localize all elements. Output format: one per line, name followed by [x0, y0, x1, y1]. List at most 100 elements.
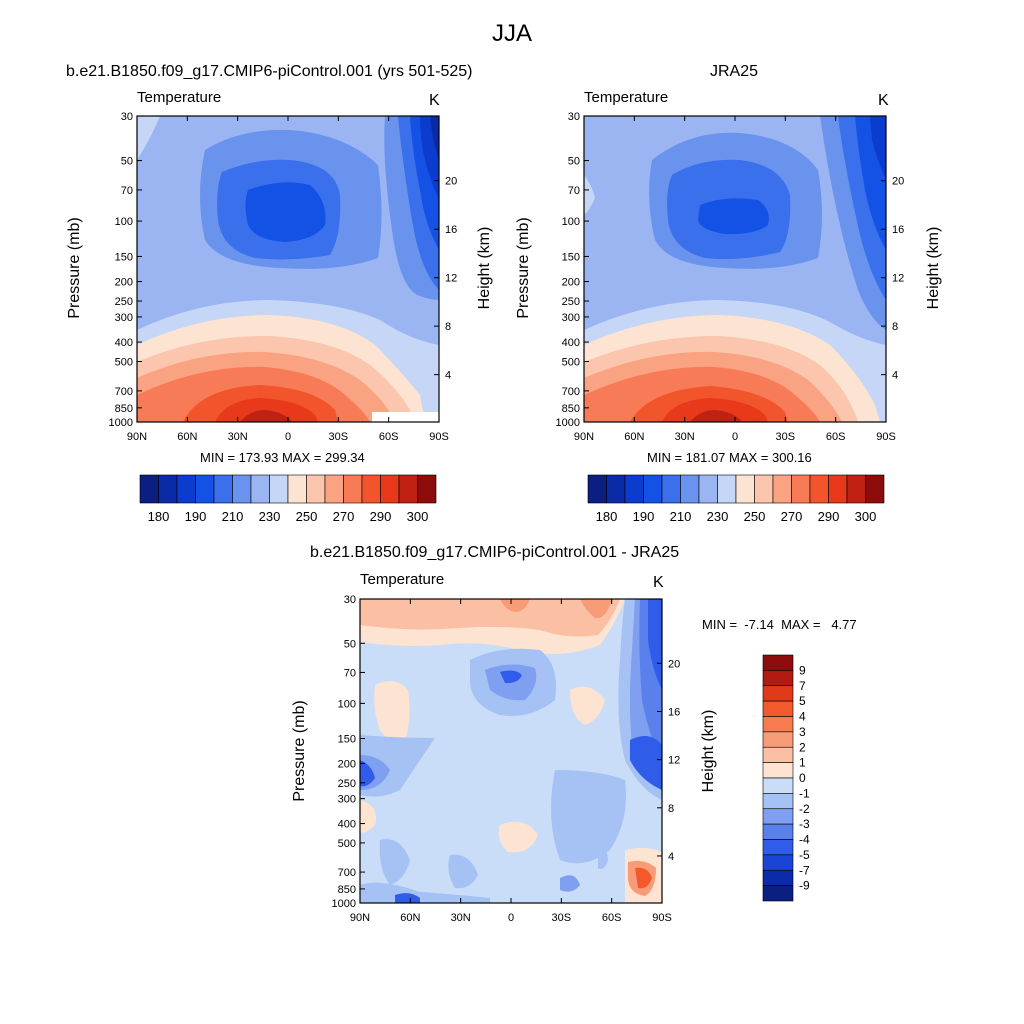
pressure-tick-label: 100 — [562, 216, 580, 228]
colorbar-2-swatch — [606, 474, 626, 504]
colorbar-2-swatch — [624, 474, 644, 504]
pressure-tick-label: 500 — [338, 838, 356, 850]
colorbar-1-swatch — [287, 474, 307, 504]
colorbar-3-swatch — [762, 700, 794, 717]
pressure-tick-label: 500 — [562, 357, 580, 369]
panel-1-title: b.e21.B1850.f09_g17.CMIP6-piControl.001 … — [66, 63, 473, 80]
height-tick-label: 4 — [445, 370, 451, 382]
height-tick-label: 16 — [892, 224, 904, 236]
colorbar-2-swatch — [754, 474, 774, 504]
colorbar-3-swatch — [762, 685, 794, 702]
x-tick-label: 60N — [177, 431, 197, 443]
pressure-tick-label: 150 — [115, 251, 133, 263]
colorbar-3-swatch — [762, 762, 794, 779]
x-tick-label: 30S — [329, 431, 349, 443]
colorbar-3-swatch — [762, 823, 794, 840]
height-tick-label: 20 — [668, 658, 680, 670]
x-tick-label: 90N — [350, 912, 370, 924]
pressure-tick-label: 850 — [562, 403, 580, 415]
colorbar-1-swatch — [195, 474, 215, 504]
x-tick-label: 0 — [285, 431, 291, 443]
pressure-tick-label: 200 — [115, 277, 133, 289]
pressure-tick-label: 200 — [562, 277, 580, 289]
colorbar-3-tick-label: 9 — [799, 663, 806, 677]
panel-3-title: b.e21.B1850.f09_g17.CMIP6-piControl.001 … — [310, 544, 680, 561]
colorbar-2-swatch — [791, 474, 811, 504]
pressure-tick-label: 30 — [568, 111, 580, 123]
height-tick-label: 20 — [445, 176, 457, 188]
pressure-tick-label: 700 — [338, 867, 356, 879]
pressure-tick-label: 300 — [338, 794, 356, 806]
pressure-tick-label: 1000 — [556, 417, 580, 429]
x-tick-label: 30N — [451, 912, 471, 924]
pressure-tick-label: 500 — [115, 357, 133, 369]
x-tick-label: 90S — [429, 431, 449, 443]
pressure-tick-label: 30 — [121, 111, 133, 123]
colorbar-2-swatch — [772, 474, 792, 504]
x-tick-label: 0 — [508, 912, 514, 924]
panel-3-units: K — [653, 574, 664, 591]
pressure-tick-label: 100 — [338, 698, 356, 710]
colorbar-1-tick-label: 270 — [333, 509, 355, 524]
height-tick-label: 4 — [892, 370, 898, 382]
panel-1-field-label: Temperature — [137, 89, 222, 106]
colorbar-3-swatch — [762, 854, 794, 871]
pressure-tick-label: 250 — [338, 778, 356, 790]
pressure-tick-label: 50 — [121, 156, 133, 168]
colorbar-2-swatch — [680, 474, 700, 504]
figure-title: JJA — [491, 20, 532, 47]
colorbar-2-swatch — [717, 474, 737, 504]
colorbar-2-swatch — [643, 474, 663, 504]
colorbar-2-swatch — [846, 474, 866, 504]
colorbar-1-swatch — [417, 474, 437, 504]
colorbar-3-tick-label: 5 — [799, 694, 806, 708]
colorbar-1-swatch — [306, 474, 326, 504]
panel-3-field-label: Temperature — [360, 571, 445, 588]
x-tick-label: 30N — [228, 431, 248, 443]
axes-layer: 3050701001502002503004005007008501000201… — [109, 111, 905, 924]
x-tick-label: 60S — [602, 912, 622, 924]
pressure-tick-label: 300 — [115, 312, 133, 324]
colorbar-2-tick-label: 270 — [781, 509, 803, 524]
colorbar-3-tick-label: 3 — [799, 725, 806, 739]
colorbar-3-swatch — [762, 777, 794, 794]
pressure-tick-label: 400 — [338, 819, 356, 831]
pressure-tick-label: 1000 — [332, 898, 356, 910]
height-tick-label: 8 — [892, 321, 898, 333]
colorbar-2-swatch — [809, 474, 829, 504]
colorbar-2-tick-label: 300 — [855, 509, 877, 524]
colorbar-3-swatch — [762, 670, 794, 687]
pressure-tick-label: 250 — [562, 296, 580, 308]
x-tick-label: 60S — [826, 431, 846, 443]
colorbar-1-swatch — [250, 474, 270, 504]
colorbar-1-swatch — [176, 474, 196, 504]
panel-3-minmax: MIN = -7.14 MAX = 4.77 — [702, 617, 857, 632]
height-tick-label: 4 — [668, 851, 674, 863]
pressure-tick-label: 150 — [338, 734, 356, 746]
colorbar-3-tick-label: -3 — [799, 817, 810, 831]
colorbar-3-tick-label: -1 — [799, 786, 810, 800]
pressure-tick-label: 700 — [115, 386, 133, 398]
pressure-tick-label: 400 — [115, 337, 133, 349]
colorbar-1-tick-label: 210 — [222, 509, 244, 524]
colorbar-2-swatch — [698, 474, 718, 504]
panel-1-contour-field — [137, 116, 439, 422]
colorbar-2-swatch — [828, 474, 848, 504]
panel-2-units: K — [878, 92, 889, 109]
colorbar-3-swatch — [762, 731, 794, 748]
colorbar-2-tick-label: 290 — [818, 509, 840, 524]
colorbar-1-tick-label: 230 — [259, 509, 281, 524]
pressure-tick-label: 100 — [115, 216, 133, 228]
colorbar-2-tick-label: 190 — [633, 509, 655, 524]
colorbar-3-tick-label: -7 — [799, 863, 810, 877]
colorbar-3-tick-label: 0 — [799, 771, 806, 785]
colorbar-2-swatch — [587, 474, 607, 504]
colorbar-1-tick-label: 300 — [407, 509, 429, 524]
x-tick-label: 30N — [675, 431, 695, 443]
x-tick-label: 30S — [552, 912, 572, 924]
colorbar-3-tick-label: -4 — [799, 833, 810, 847]
colorbar-1-swatch — [139, 474, 159, 504]
colorbar-2-swatch — [661, 474, 681, 504]
panel-2-field-label: Temperature — [584, 89, 669, 106]
colorbar-3-swatch — [762, 808, 794, 825]
